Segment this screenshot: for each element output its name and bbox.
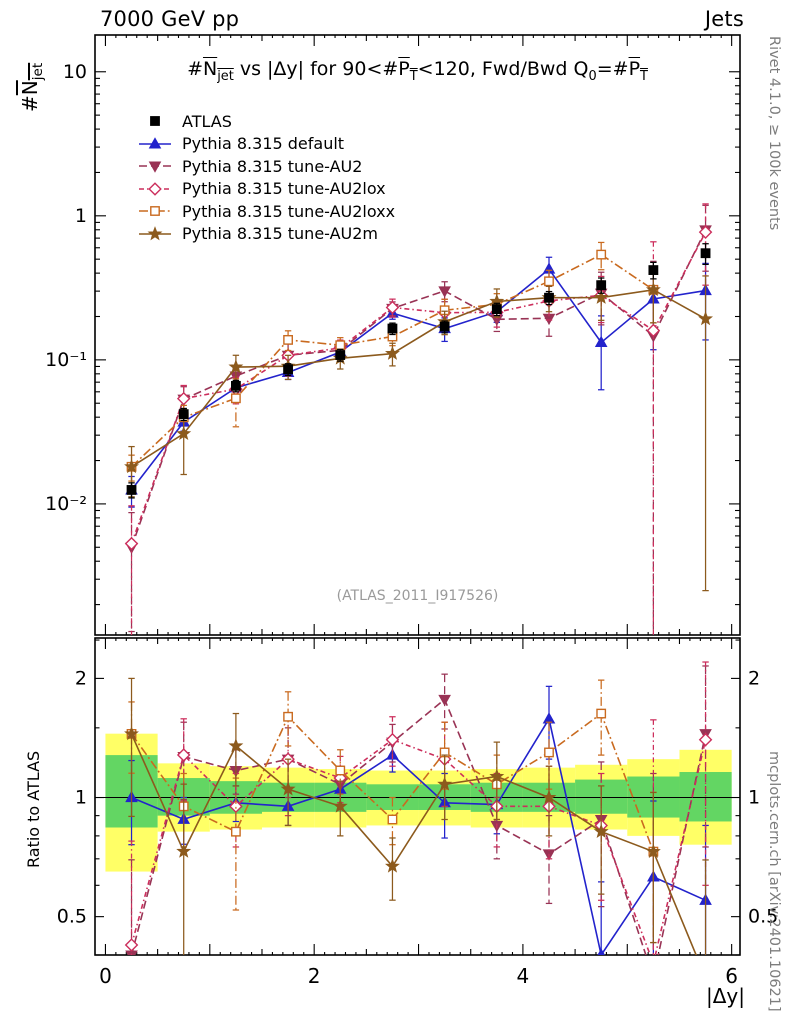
svg-text:2: 2	[748, 667, 760, 689]
legend-label: ATLAS	[182, 111, 232, 131]
analysis-id-watermark: (ATLAS_2011_I917526)	[336, 588, 499, 604]
legend-item: Pythia 8.315 tune-AU2lox	[138, 178, 395, 201]
plot-title: #Njet vs |Δy| for 90<#PT<120, Fwd/Bwd Q0…	[187, 58, 648, 84]
ratio-axis-label: Ratio to ATLAS	[24, 750, 43, 868]
legend-item: ATLAS	[138, 110, 395, 133]
legend: ATLAS Pythia 8.315 default Pythia 8.315 tu…	[138, 110, 395, 245]
svg-text:2: 2	[308, 964, 321, 988]
svg-text:1: 1	[748, 787, 760, 809]
mcplots-credit: mcplots.cern.ch [arXiv:2401.10621]	[766, 751, 782, 1012]
svg-text:2: 2	[75, 667, 87, 689]
triangle-up-marker-icon	[139, 137, 171, 149]
square-marker-icon	[139, 206, 171, 217]
legend-label: Pythia 8.315 tune-AU2	[182, 156, 363, 176]
svg-text:10: 10	[63, 61, 87, 83]
x-axis-label: |Δy|	[706, 984, 745, 1008]
legend-item: Pythia 8.315 tune-AU2m	[138, 223, 395, 246]
legend-item: Pythia 8.315 tune-AU2loxx	[138, 200, 395, 223]
diamond-marker-icon	[139, 181, 171, 196]
star-marker-icon	[139, 225, 171, 241]
svg-text:10⁻²: 10⁻²	[45, 493, 87, 515]
svg-text:1: 1	[75, 787, 87, 809]
rivet-version-credit: Rivet 4.1.0, ≥ 100k events	[766, 36, 782, 231]
svg-text:1: 1	[75, 205, 87, 227]
y-axis-label: #Njet	[18, 62, 46, 112]
legend-label: Pythia 8.315 tune-AU2m	[182, 224, 378, 244]
square-marker-icon	[150, 116, 160, 127]
legend-item: Pythia 8.315 default	[138, 133, 395, 156]
analysis-group-label: Jets	[704, 7, 744, 31]
legend-label: Pythia 8.315 tune-AU2lox	[182, 179, 386, 199]
svg-text:10⁻¹: 10⁻¹	[45, 349, 87, 371]
svg-text:6: 6	[725, 964, 738, 988]
beam-energy-label: 7000 GeV pp	[100, 7, 240, 31]
legend-label: Pythia 8.315 default	[182, 134, 345, 154]
svg-text:0: 0	[99, 964, 112, 988]
triangle-down-marker-icon	[139, 161, 171, 173]
svg-text:4: 4	[517, 964, 530, 988]
legend-label: Pythia 8.315 tune-AU2loxx	[182, 201, 396, 221]
svg-text:0.5: 0.5	[748, 906, 778, 928]
legend-item: Pythia 8.315 tune-AU2	[138, 155, 395, 178]
svg-text:0.5: 0.5	[57, 906, 87, 928]
